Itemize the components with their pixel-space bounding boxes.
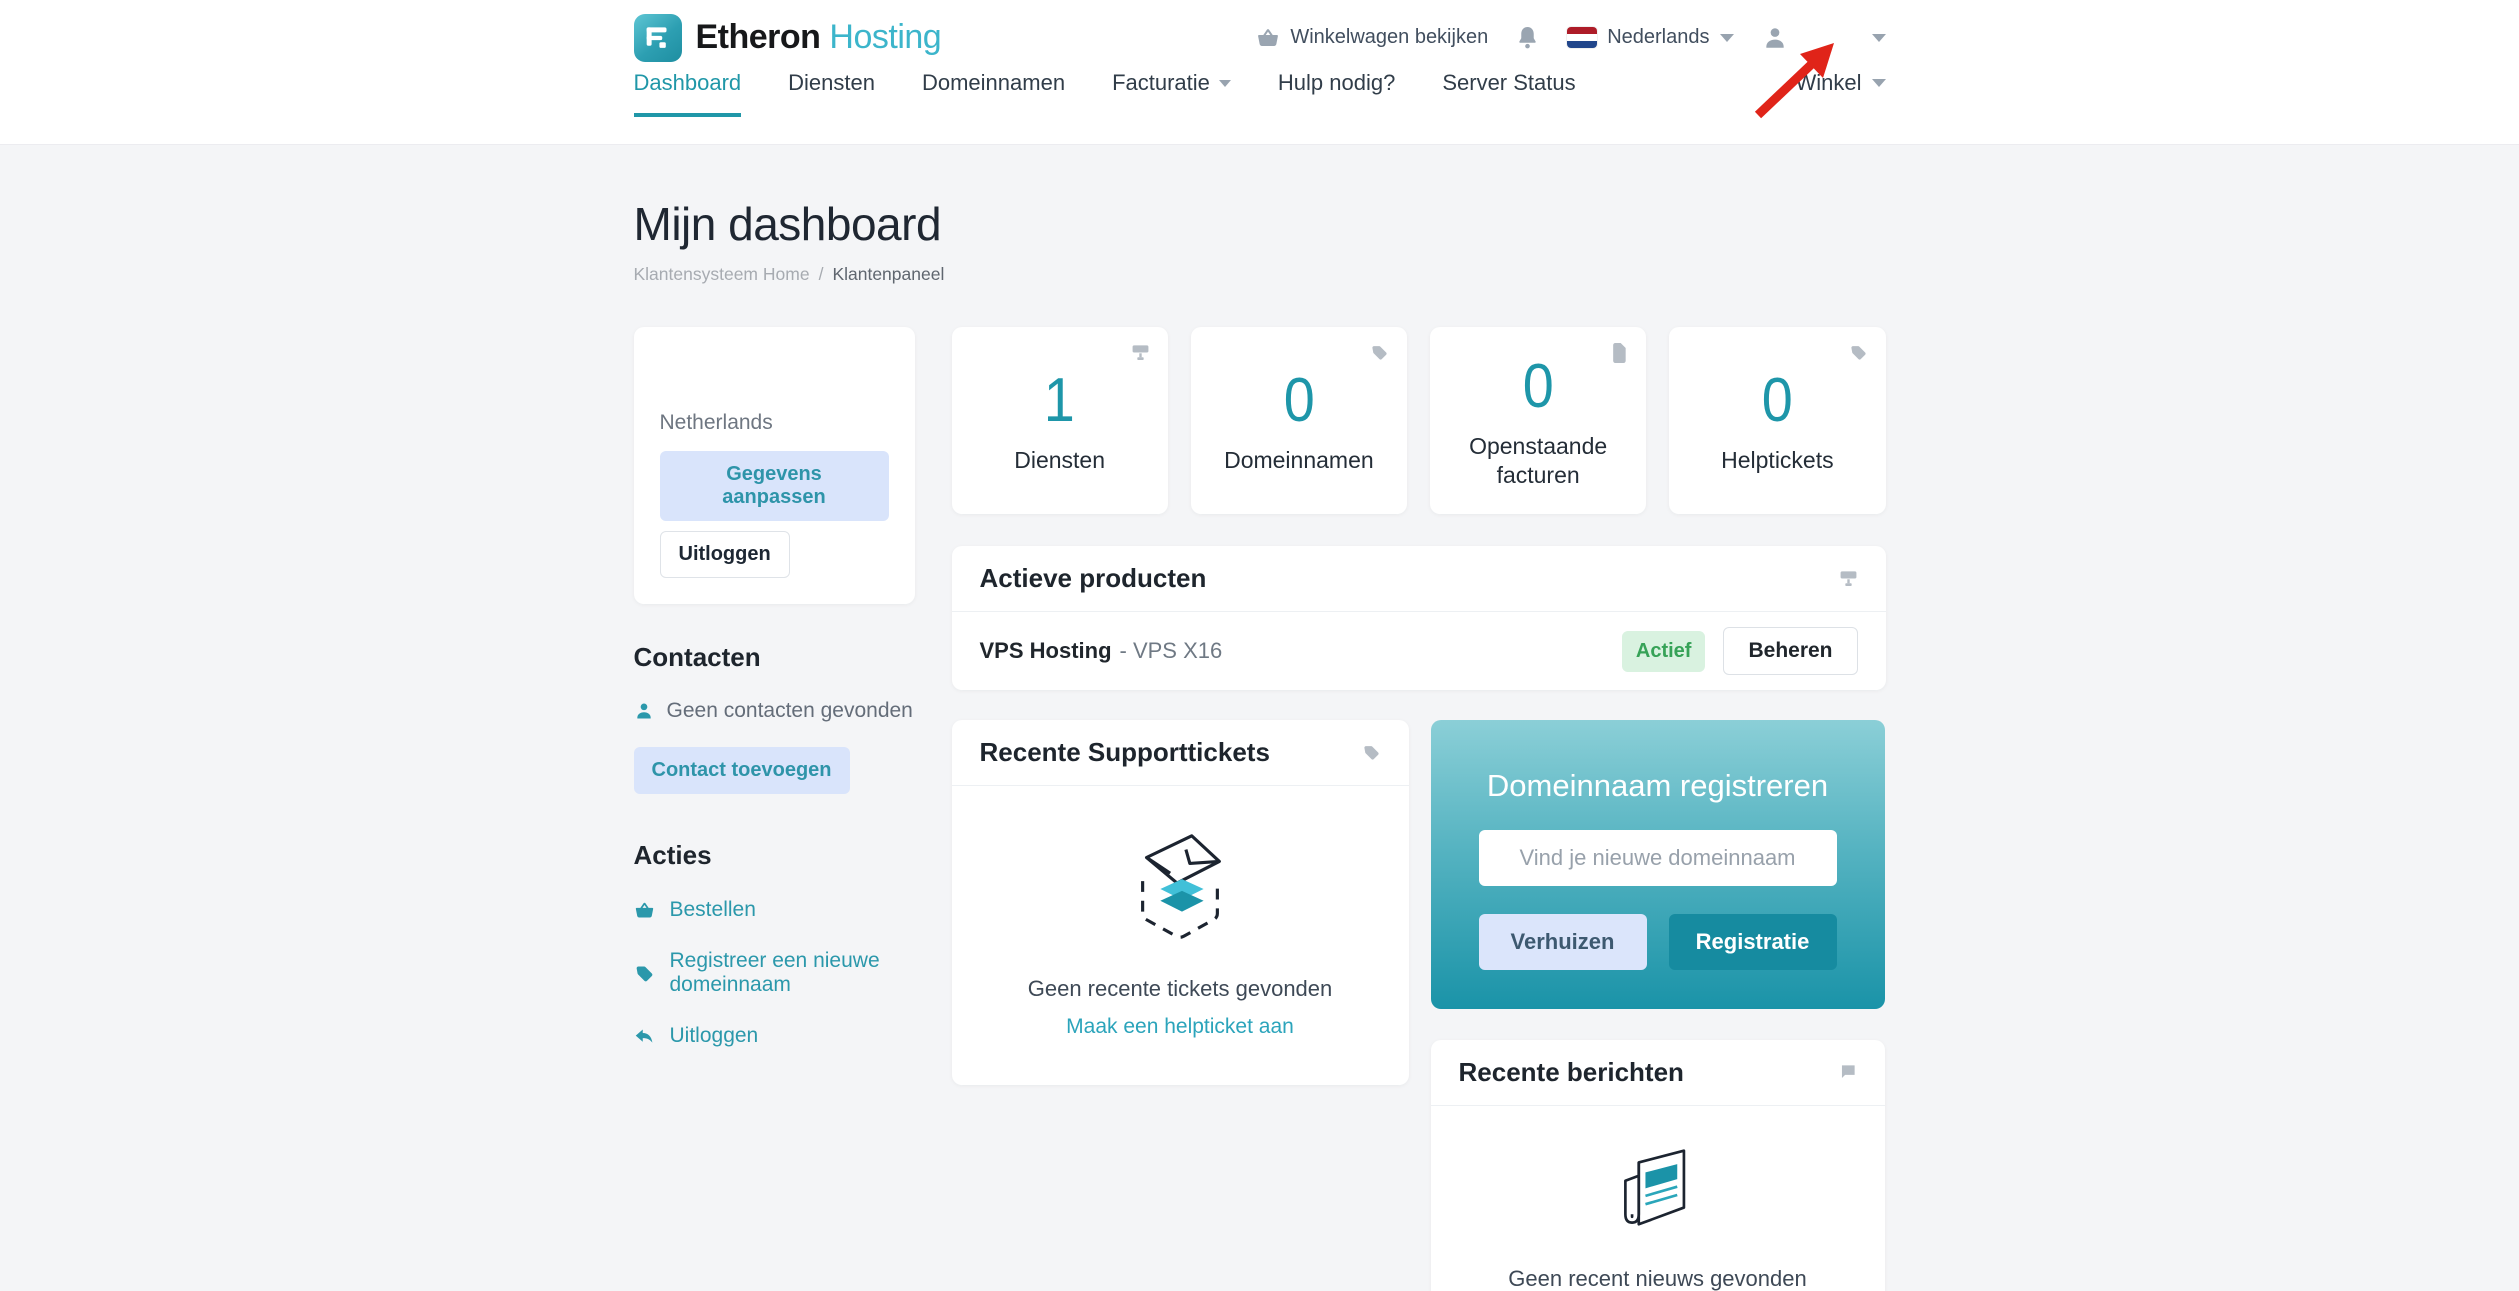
product-detail: - VPS X16: [1119, 638, 1223, 663]
contacts-empty-text: Geen contacten gevonden: [666, 699, 913, 722]
netherlands-flag-icon: [1567, 27, 1598, 48]
view-cart-label: Winkelwagen bekijken: [1290, 26, 1489, 48]
user-menu[interactable]: [1762, 25, 1886, 51]
breadcrumb: Klantensysteem Home / Klantenpaneel: [634, 264, 1886, 285]
tag-icon: [634, 963, 655, 984]
bell-icon: [1516, 25, 1539, 50]
recent-news-title: Recente berichten: [1458, 1057, 1684, 1087]
open-envelope-box-icon: [1121, 822, 1239, 950]
chevron-down-icon: [1218, 79, 1231, 87]
nav-item-facturatie[interactable]: Facturatie: [1112, 70, 1231, 117]
stat-label: Diensten: [1014, 447, 1106, 474]
product-row: VPS Hosting - VPS X16 Actief Beheren: [952, 612, 1886, 690]
active-products-title: Actieve producten: [979, 563, 1207, 593]
user-name-placeholder: [1798, 33, 1862, 43]
breadcrumb-current: Klantenpaneel: [832, 264, 945, 284]
domain-register-title: Domeinnaam registreren: [1486, 768, 1829, 803]
action-register-domain-link[interactable]: Registreer een nieuwe domeinnaam: [634, 949, 915, 997]
nav-item-diensten[interactable]: Diensten: [788, 70, 875, 95]
newspaper-icon: [1612, 1144, 1704, 1236]
stat-value: 0: [1283, 366, 1315, 436]
reply-arrow-icon: [634, 1026, 655, 1047]
brand-name: Etheron Hosting: [695, 18, 942, 56]
server-icon: [1131, 343, 1150, 362]
tickets-empty-text: Geen recente tickets gevonden: [1027, 976, 1333, 1001]
profile-card: Netherlands Gegevens aanpassen Uitloggen: [633, 327, 915, 604]
manage-button[interactable]: Beheren: [1723, 627, 1858, 675]
breadcrumb-separator: /: [818, 264, 824, 284]
logout-button[interactable]: Uitloggen: [659, 531, 790, 578]
nav-item-winkel[interactable]: Winkel: [1795, 70, 1886, 117]
create-ticket-link[interactable]: Maak een helpticket aan: [1066, 1015, 1294, 1038]
add-contact-button[interactable]: Contact toevoegen: [633, 747, 850, 794]
view-cart-button[interactable]: Winkelwagen bekijken: [1256, 26, 1488, 50]
language-label: Nederlands: [1607, 26, 1710, 48]
transfer-domain-button[interactable]: Verhuizen: [1478, 914, 1647, 970]
stat-value: 1: [1044, 366, 1076, 436]
nav-item-hulp-nodig[interactable]: Hulp nodig?: [1277, 70, 1396, 95]
contacts-heading: Contacten: [633, 642, 761, 672]
stat-value: 0: [1522, 352, 1554, 422]
actions-heading: Acties: [633, 840, 712, 870]
server-icon: [1839, 569, 1858, 588]
notifications-button[interactable]: [1516, 25, 1539, 50]
active-products-panel: Actieve producten VPS Hosting - VPS X16: [951, 546, 1886, 690]
stat-card-domeinnamen[interactable]: 0 Domeinnamen: [1190, 327, 1407, 514]
breadcrumb-home-link[interactable]: Klantensysteem Home: [633, 264, 810, 284]
chevron-down-icon: [1871, 33, 1886, 42]
action-order-link[interactable]: Bestellen: [634, 898, 915, 922]
stat-card-diensten[interactable]: 1 Diensten: [951, 327, 1168, 514]
stats-row: 1 Diensten 0 Domeinnamen: [951, 327, 1886, 514]
stat-label: Openstaande facturen: [1469, 433, 1608, 488]
basket-icon: [634, 900, 655, 921]
main-nav: Dashboard Diensten Domeinnamen Facturati…: [633, 70, 1886, 117]
tag-icon: [1849, 343, 1868, 362]
nav-item-domeinnamen[interactable]: Domeinnamen: [921, 70, 1066, 95]
basket-icon: [1256, 26, 1280, 50]
page-title: Mijn dashboard: [633, 198, 942, 250]
recent-tickets-panel: Recente Supporttickets: [951, 720, 1409, 1085]
message-flag-icon: [1838, 1063, 1857, 1082]
stat-label: Helptickets: [1721, 447, 1834, 474]
status-badge: Actief: [1621, 630, 1706, 672]
recent-news-panel: Recente berichten: [1430, 1040, 1885, 1291]
file-icon: [1610, 343, 1628, 363]
language-selector[interactable]: Nederlands: [1567, 26, 1734, 49]
etheron-e-icon: [633, 13, 682, 62]
recent-tickets-title: Recente Supporttickets: [979, 737, 1270, 767]
action-logout-link[interactable]: Uitloggen: [634, 1024, 915, 1048]
stat-value: 0: [1761, 366, 1793, 436]
product-name: VPS Hosting: [979, 638, 1112, 663]
profile-country: Netherlands: [659, 411, 773, 434]
stat-label: Domeinnamen: [1224, 447, 1374, 474]
stat-card-openstaande-facturen[interactable]: 0 Openstaande facturen: [1430, 327, 1647, 514]
nav-item-server-status[interactable]: Server Status: [1442, 70, 1576, 95]
news-empty-text: Geen recent nieuws gevonden: [1508, 1266, 1807, 1291]
domain-search-input[interactable]: [1478, 830, 1837, 886]
nav-item-dashboard[interactable]: Dashboard: [633, 70, 742, 117]
contacts-empty-row: Geen contacten gevonden: [634, 699, 915, 723]
site-header: Etheron Hosting Winkelwagen bekijken: [0, 0, 2519, 145]
chevron-down-icon: [1871, 79, 1886, 87]
tag-icon: [1370, 343, 1389, 362]
edit-details-button[interactable]: Gegevens aanpassen: [659, 451, 889, 521]
register-domain-button[interactable]: Registratie: [1668, 914, 1837, 970]
chevron-down-icon: [1719, 33, 1734, 42]
stat-card-helptickets[interactable]: 0 Helptickets: [1669, 327, 1886, 514]
tag-icon: [1362, 743, 1381, 762]
brand-logo[interactable]: Etheron Hosting: [633, 13, 942, 62]
user-icon: [1762, 25, 1788, 51]
domain-register-panel: Domeinnaam registreren Verhuizen Registr…: [1430, 720, 1885, 1009]
main-content: Mijn dashboard Klantensysteem Home / Kla…: [633, 145, 1886, 1291]
user-icon: [634, 701, 654, 721]
